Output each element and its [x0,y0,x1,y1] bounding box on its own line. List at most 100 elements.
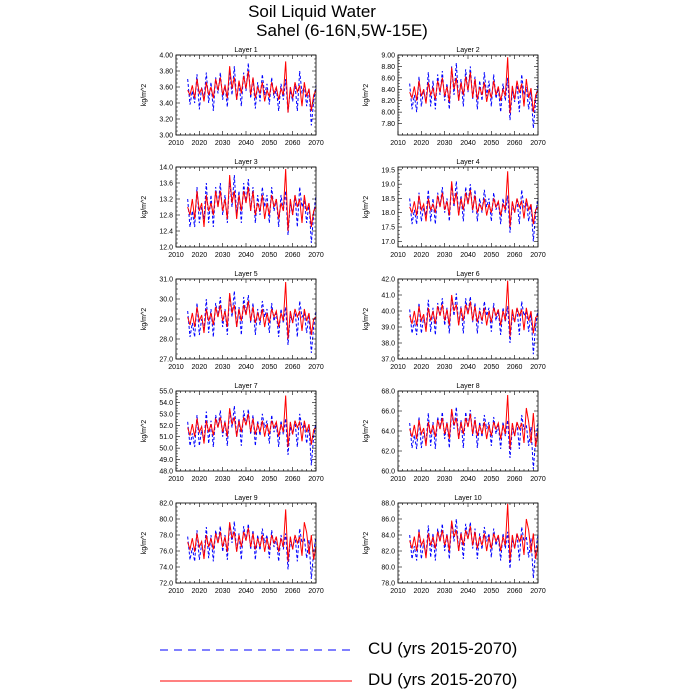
x-tick-label: 2060 [507,140,523,147]
x-tick-label: 2010 [168,140,184,147]
x-tick-label: 2020 [414,364,430,371]
y-tick-label: 27.0 [159,357,173,364]
series-line-cu [409,62,539,129]
y-tick-label: 60.0 [381,469,395,476]
panel-layer-1: Layer 1 kg/m^2 2010 2020 2030 2040 2050 2060 207… [141,47,324,147]
y-tick-label: 18.0 [381,210,395,217]
y-tick-label: 84.0 [381,533,395,540]
x-tick-label: 2030 [215,588,231,595]
y-tick-label: 78.0 [381,581,395,588]
x-tick-label: 2070 [530,476,546,483]
x-tick-label: 2010 [390,588,406,595]
x-tick-label: 2010 [390,364,406,371]
y-tick-label: 76.0 [159,549,173,556]
y-tick-label: 48.0 [159,469,173,476]
legend-entry-cu: CU (yrs 2015-2070) [160,637,580,663]
y-tick-label: 3.40 [159,101,173,108]
y-tick-label: 31.0 [159,277,173,284]
y-tick-label: 19.0 [381,182,395,189]
plot-frame [175,166,317,248]
legend-entry-du: DU (yrs 2015-2070) [160,668,580,694]
y-tick-label: 40.0 [381,309,395,316]
x-tick-label: 2070 [530,140,546,147]
x-tick-label: 2030 [215,140,231,147]
plot-frame [175,502,317,584]
x-tick-label: 2010 [168,476,184,483]
x-tick-label: 2060 [285,476,301,483]
y-tick-label: 41.0 [381,293,395,300]
x-tick-label: 2020 [192,364,208,371]
x-tick-label: 2060 [285,252,301,259]
x-tick-label: 2010 [390,252,406,259]
x-tick-label: 2010 [390,476,406,483]
x-tick-label: 2050 [484,364,500,371]
series-line-du [187,281,317,340]
y-tick-label: 18.5 [381,196,395,203]
panel-layer-10: Layer 10 kg/m^2 2010 2020 2030 2040 2050 2060 20… [363,495,546,595]
series-line-du [409,394,539,450]
y-tick-label: 4.00 [159,53,173,60]
panel-layer-7: Layer 7 kg/m^2 2010 2020 2030 2040 2050 2060 207… [141,383,324,483]
x-tick-label: 2050 [484,476,500,483]
x-tick-label: 2030 [437,140,453,147]
y-tick-label: 78.0 [159,533,173,540]
x-tick-label: 2010 [168,364,184,371]
panel-title: Layer 4 [456,159,479,166]
x-tick-label: 2050 [484,588,500,595]
y-tick-label: 9.00 [381,53,395,60]
x-tick-label: 2050 [262,252,278,259]
series-line-du [409,503,539,561]
y-tick-label: 64.0 [381,429,395,436]
panel-layer-4: Layer 4 kg/m^2 2010 2020 2030 2040 2050 2060 207… [363,159,546,259]
legend-line-cu [160,649,352,651]
x-tick-label: 2010 [168,588,184,595]
y-tick-label: 17.0 [381,239,395,246]
panel-layer-3: Layer 3 kg/m^2 2010 2020 2030 2040 2050 2060 207… [141,159,324,259]
y-axis-label: kg/m^2 [363,84,370,106]
x-tick-label: 2040 [460,588,476,595]
x-tick-label: 2030 [437,364,453,371]
y-tick-label: 17.5 [381,225,395,232]
chart-title-line-2: Sahel (6-16N,5W-15E) [256,21,428,40]
series-line-cu [187,521,317,580]
x-tick-label: 2040 [238,252,254,259]
x-tick-label: 2040 [238,588,254,595]
x-tick-label: 2030 [215,364,231,371]
x-tick-label: 2010 [390,140,406,147]
y-axis-label: kg/m^2 [363,308,370,330]
y-tick-label: 8.60 [381,75,395,82]
plot-frame [175,54,317,136]
x-tick-label: 2060 [507,476,523,483]
series-line-cu [187,405,317,466]
x-tick-label: 2040 [460,140,476,147]
panel-title: Layer 10 [454,495,481,502]
y-tick-label: 19.5 [381,167,395,174]
y-tick-label: 49.0 [159,457,173,464]
y-tick-label: 50.0 [159,446,173,453]
panel-layer-5: Layer 5 kg/m^2 2010 2020 2030 2040 2050 2060 207… [141,271,324,371]
x-tick-label: 2050 [262,476,278,483]
panel-title: Layer 8 [456,383,479,390]
series-line-cu [409,293,539,355]
x-tick-label: 2020 [414,252,430,259]
x-tick-label: 2050 [484,252,500,259]
x-tick-label: 2020 [414,588,430,595]
series-line-du [187,509,317,562]
legend-line-du [160,680,352,682]
y-tick-label: 86.0 [381,517,395,524]
y-axis-label: kg/m^2 [141,84,148,106]
y-tick-label: 8.80 [381,64,395,71]
x-tick-label: 2060 [507,252,523,259]
y-axis-label: kg/m^2 [363,532,370,554]
y-axis-label: kg/m^2 [141,532,148,554]
x-tick-label: 2040 [238,364,254,371]
y-tick-label: 80.0 [381,565,395,572]
x-tick-label: 2040 [238,476,254,483]
y-tick-label: 37.0 [381,357,395,364]
panel-layer-8: Layer 8 kg/m^2 2010 2020 2030 2040 2050 2060 207… [363,383,546,483]
y-tick-label: 3.60 [159,85,173,92]
y-tick-label: 30.0 [159,297,173,304]
panel-title: Layer 9 [234,495,257,502]
y-tick-label: 66.0 [381,409,395,416]
